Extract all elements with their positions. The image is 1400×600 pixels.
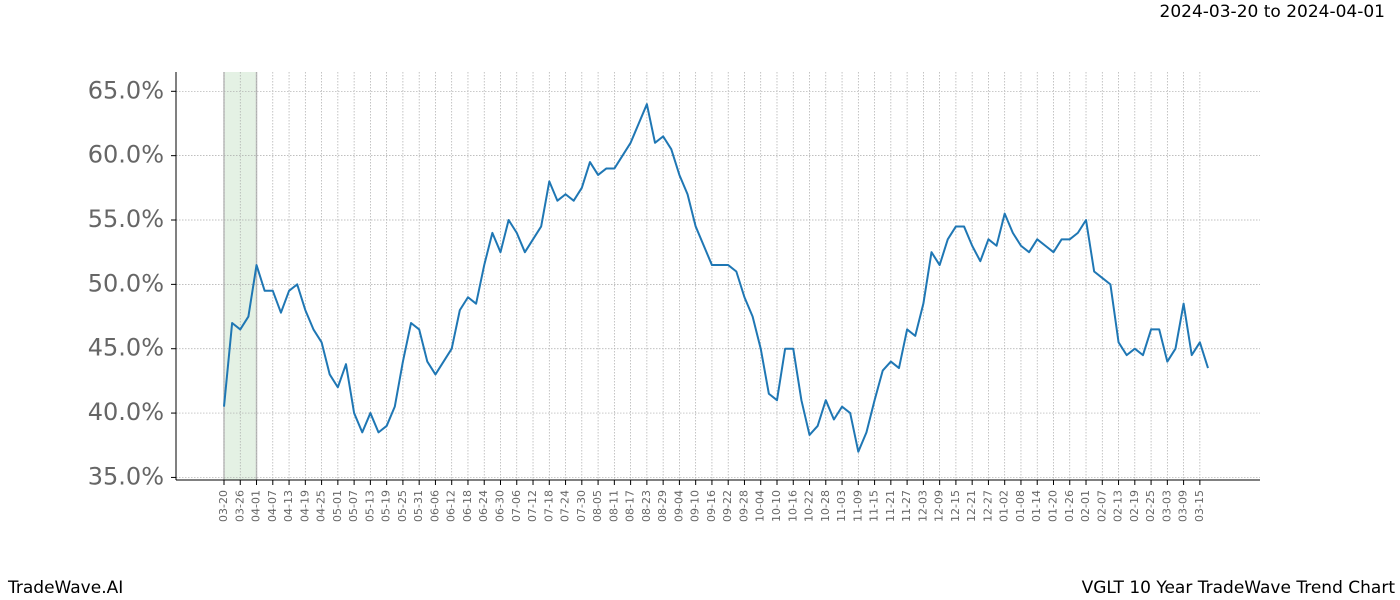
x-tick-label: 11-15: [868, 490, 881, 522]
x-tick-label: 02-25: [1144, 490, 1157, 522]
x-tick-label: 10-16: [786, 490, 799, 522]
y-tick-label: 60.0%: [88, 141, 164, 169]
chart-title: 2024-03-20 to 2024-04-01: [1160, 2, 1385, 22]
x-tick-label: 09-10: [689, 490, 702, 522]
x-tick-label: 06-06: [428, 490, 441, 522]
x-tick-label: 09-28: [737, 490, 750, 522]
footer-left: TradeWave.AI: [7, 578, 123, 598]
x-tick-label: 12-15: [949, 490, 962, 522]
x-tick-label: 04-25: [315, 490, 328, 522]
x-tick-label: 07-12: [526, 490, 539, 522]
x-tick-label: 05-07: [347, 490, 360, 522]
x-tick-label: 01-26: [1063, 490, 1076, 522]
x-tick-label: 03-09: [1177, 490, 1190, 522]
y-tick-label: 55.0%: [88, 205, 164, 233]
x-tick-label: 07-06: [510, 490, 523, 522]
x-tick-label: 07-18: [542, 490, 555, 522]
x-tick-label: 09-16: [705, 490, 718, 522]
x-tick-label: 04-07: [266, 490, 279, 522]
x-tick-label: 02-13: [1112, 490, 1125, 522]
x-tick-label: 09-04: [672, 490, 685, 522]
x-tick-label: 11-27: [900, 490, 913, 522]
x-tick-label: 08-05: [591, 490, 604, 522]
x-tick-label: 01-02: [998, 490, 1011, 522]
x-tick-label: 10-28: [819, 490, 832, 522]
x-tick-label: 06-30: [493, 490, 506, 522]
x-tick-label: 07-24: [559, 490, 572, 522]
x-tick-label: 04-01: [250, 490, 263, 522]
x-tick-label: 03-15: [1193, 490, 1206, 522]
x-tick-label: 11-03: [835, 490, 848, 522]
footer-right: VGLT 10 Year TradeWave Trend Chart: [1082, 578, 1396, 598]
x-tick-label: 12-09: [933, 490, 946, 522]
x-tick-label: 01-20: [1046, 490, 1059, 522]
x-tick-label: 10-22: [803, 490, 816, 522]
x-tick-label: 05-13: [363, 490, 376, 522]
x-tick-label: 03-26: [233, 490, 246, 522]
x-tick-label: 08-29: [656, 490, 669, 522]
trend-line: [223, 103, 1209, 453]
x-tick-label: 06-12: [445, 490, 458, 522]
x-tick-label: 02-01: [1079, 490, 1092, 522]
x-tick-label: 02-19: [1128, 490, 1141, 522]
y-tick-label: 50.0%: [88, 269, 164, 297]
x-tick-label: 11-09: [851, 490, 864, 522]
x-tick-label: 01-14: [1030, 490, 1043, 522]
x-tick-label: 05-01: [331, 490, 344, 522]
y-tick-label: 40.0%: [88, 398, 164, 426]
x-tick-label: 02-07: [1095, 490, 1108, 522]
x-tick-label: 08-17: [624, 490, 637, 522]
x-tick-label: 10-04: [754, 490, 767, 522]
x-tick-label: 08-23: [640, 490, 653, 522]
x-tick-label: 01-08: [1014, 490, 1027, 522]
x-tick-label: 12-03: [916, 490, 929, 522]
x-tick-label: 07-30: [575, 490, 588, 522]
x-tick-label: 05-25: [396, 490, 409, 522]
x-tick-label: 03-03: [1160, 490, 1173, 522]
x-tick-label: 09-22: [721, 490, 734, 522]
x-tick-label: 04-19: [298, 490, 311, 522]
x-tick-label: 05-19: [380, 490, 393, 522]
x-tick-label: 05-31: [412, 490, 425, 522]
x-tick-label: 12-21: [965, 490, 978, 522]
y-tick-label: 45.0%: [88, 334, 164, 362]
x-tick-label: 10-10: [770, 490, 783, 522]
y-tick-label: 35.0%: [88, 462, 164, 490]
x-tick-label: 11-21: [884, 490, 897, 522]
x-tick-label: 03-20: [217, 490, 230, 522]
x-tick-label: 12-27: [981, 490, 994, 522]
x-tick-label: 04-13: [282, 490, 295, 522]
x-tick-label: 06-18: [461, 490, 474, 522]
x-tick-label: 06-24: [477, 490, 490, 522]
y-tick-label: 65.0%: [88, 76, 164, 104]
x-tick-label: 08-11: [607, 490, 620, 522]
